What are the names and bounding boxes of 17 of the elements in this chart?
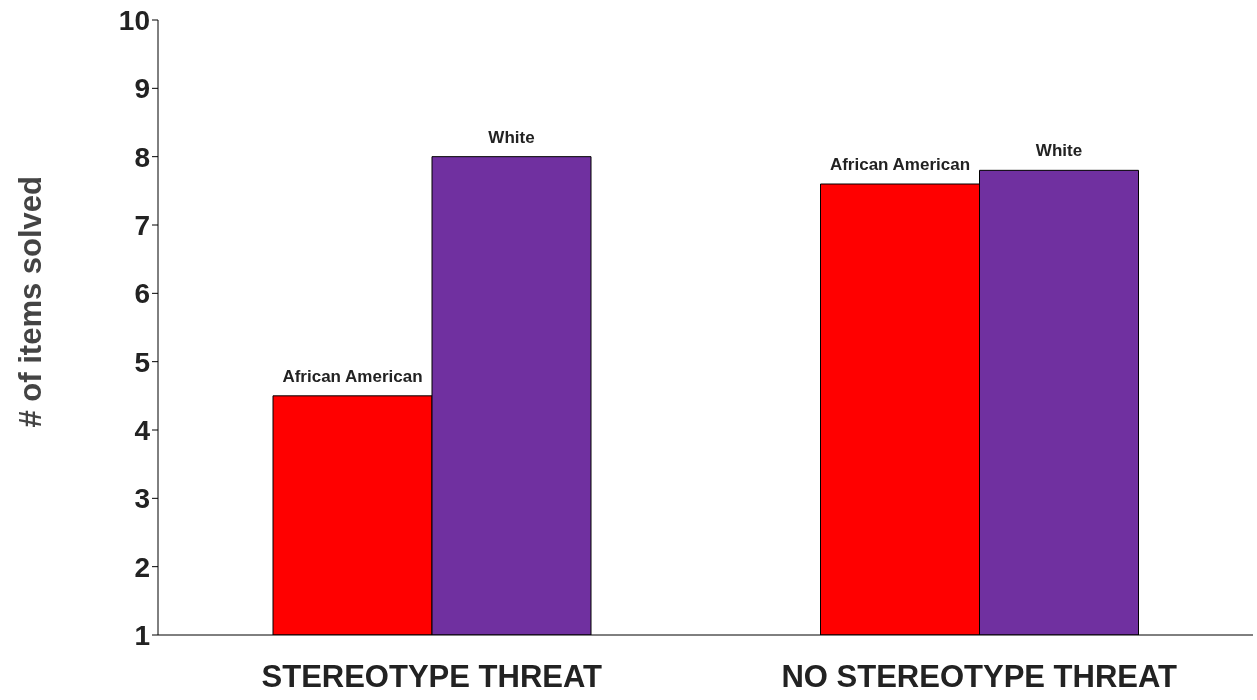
y-tick-label: 7 xyxy=(134,209,150,241)
series-label: White xyxy=(488,127,535,147)
y-tick-label: 5 xyxy=(134,346,150,378)
y-tick-label: 4 xyxy=(134,414,151,446)
y-tick-label: 8 xyxy=(134,141,150,173)
y-tick-label: 1 xyxy=(134,619,150,651)
y-tick-label: 10 xyxy=(118,4,150,36)
text: White xyxy=(1035,141,1083,161)
x-tick-label: STEREOTYPE THREAT xyxy=(261,659,603,695)
y-tick-label: 2 xyxy=(134,551,150,583)
y-tick-label: 9 xyxy=(134,73,150,105)
y-tick-label: 6 xyxy=(134,278,150,310)
x-tick-label: NO STEREOTYPE THREAT xyxy=(781,659,1178,695)
series-label: African American xyxy=(282,366,423,386)
y-tick-label: 3 xyxy=(134,483,150,515)
y-axis-title: # of items solved xyxy=(13,175,49,428)
text: African American xyxy=(829,155,971,174)
